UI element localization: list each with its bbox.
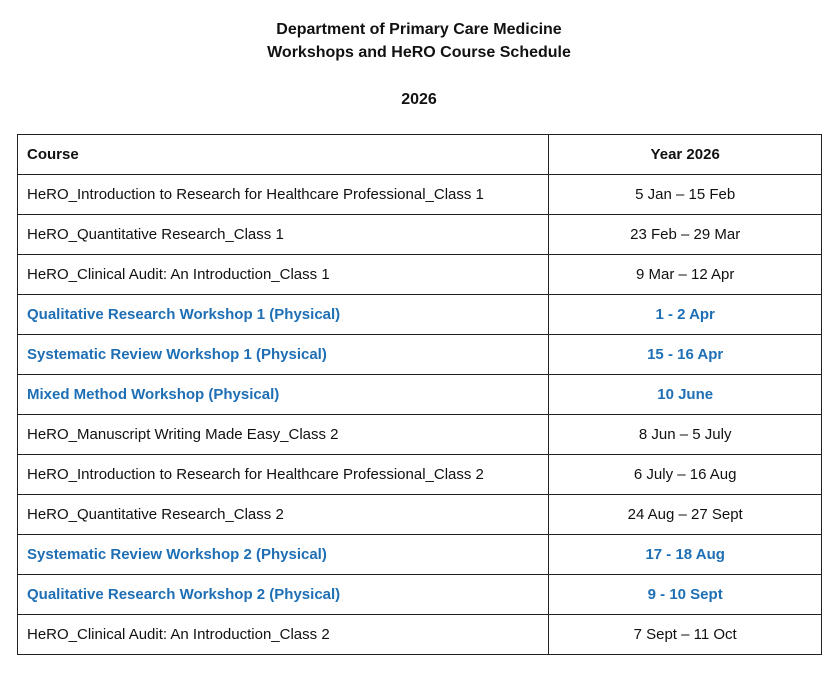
table-row: HeRO_Introduction to Research for Health…	[16, 454, 822, 495]
course-dates-cell: 15 - 16 Apr	[548, 334, 822, 375]
column-header-course: Course	[16, 134, 550, 175]
schedule-year: 2026	[401, 91, 437, 108]
table-row: HeRO_Quantitative Research_Class 1 23 Feb…	[16, 214, 822, 255]
table-header-row: Course Year 2026	[16, 134, 822, 175]
table-row: HeRO_Introduction to Research for Health…	[16, 174, 822, 215]
course-name-cell: Qualitative Research Workshop 1 (Physica…	[16, 294, 550, 335]
course-name-cell: Mixed Method Workshop (Physical)	[16, 374, 550, 415]
course-dates-cell: 5 Jan – 15 Feb	[548, 174, 822, 215]
column-header-year: Year 2026	[548, 134, 822, 175]
table-row: HeRO_Clinical Audit: An Introduction_Cla…	[16, 614, 822, 655]
course-name-cell: HeRO_Introduction to Research for Health…	[16, 174, 550, 215]
course-dates-cell: 17 - 18 Aug	[548, 534, 822, 575]
course-name-cell: HeRO_Introduction to Research for Health…	[16, 454, 550, 495]
course-dates-cell: 10 June	[548, 374, 822, 415]
table-row: HeRO_Clinical Audit: An Introduction_Cla…	[16, 254, 822, 295]
course-name-cell: HeRO_Clinical Audit: An Introduction_Cla…	[16, 614, 550, 655]
course-name-cell: HeRO_Quantitative Research_Class 2	[16, 494, 550, 535]
schedule-table-body: HeRO_Introduction to Research for Health…	[16, 174, 822, 655]
course-name-cell: HeRO_Manuscript Writing Made Easy_Class …	[16, 414, 550, 455]
table-row: Systematic Review Workshop 1 (Physical) 1…	[16, 334, 822, 375]
table-row: Systematic Review Workshop 2 (Physical) 1…	[16, 534, 822, 575]
table-row: Mixed Method Workshop (Physical) 10 June	[16, 374, 822, 415]
course-dates-cell: 6 July – 16 Aug	[548, 454, 822, 495]
course-dates-cell: 7 Sept – 11 Oct	[548, 614, 822, 655]
table-row: Qualitative Research Workshop 2 (Physica…	[16, 574, 822, 615]
table-row: HeRO_Quantitative Research_Class 2 24 Aug…	[16, 494, 822, 535]
course-dates-cell: 24 Aug – 27 Sept	[548, 494, 822, 535]
course-dates-cell: 8 Jun – 5 July	[548, 414, 822, 455]
schedule-table: Course Year 2026 HeRO_Introduction to Re…	[16, 134, 822, 655]
department-title: Department of Primary Care Medicine	[276, 21, 562, 38]
course-dates-cell: 9 Mar – 12 Apr	[548, 254, 822, 295]
course-name-cell: HeRO_Quantitative Research_Class 1	[16, 214, 550, 255]
schedule-title: Workshops and HeRO Course Schedule	[267, 44, 571, 61]
table-row: HeRO_Manuscript Writing Made Easy_Class …	[16, 414, 822, 455]
course-dates-cell: 9 - 10 Sept	[548, 574, 822, 615]
course-dates-cell: 23 Feb – 29 Mar	[548, 214, 822, 255]
course-dates-cell: 1 - 2 Apr	[548, 294, 822, 335]
course-name-cell: HeRO_Clinical Audit: An Introduction_Cla…	[16, 254, 550, 295]
course-name-cell: Systematic Review Workshop 2 (Physical)	[16, 534, 550, 575]
table-row: Qualitative Research Workshop 1 (Physica…	[16, 294, 822, 335]
course-name-cell: Qualitative Research Workshop 2 (Physica…	[16, 574, 550, 615]
course-name-cell: Systematic Review Workshop 1 (Physical)	[16, 334, 550, 375]
